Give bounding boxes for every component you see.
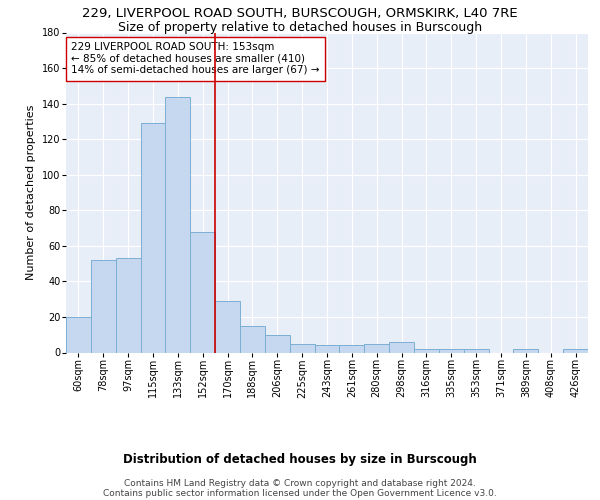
Bar [240, 326, 265, 352]
Bar [290, 344, 314, 352]
Bar [166, 96, 190, 352]
Bar [439, 349, 464, 352]
Bar [389, 342, 414, 352]
Text: 229 LIVERPOOL ROAD SOUTH: 153sqm
← 85% of detached houses are smaller (410)
14% : 229 LIVERPOOL ROAD SOUTH: 153sqm ← 85% o… [71, 42, 320, 76]
Bar [514, 349, 538, 352]
Text: 229, LIVERPOOL ROAD SOUTH, BURSCOUGH, ORMSKIRK, L40 7RE: 229, LIVERPOOL ROAD SOUTH, BURSCOUGH, OR… [82, 8, 518, 20]
Bar [464, 349, 488, 352]
Bar [215, 301, 240, 352]
Text: Contains HM Land Registry data © Crown copyright and database right 2024.
Contai: Contains HM Land Registry data © Crown c… [103, 479, 497, 498]
Bar [140, 123, 166, 352]
Bar [364, 344, 389, 352]
Bar [66, 317, 91, 352]
Y-axis label: Number of detached properties: Number of detached properties [26, 105, 37, 280]
Bar [265, 334, 290, 352]
Bar [91, 260, 116, 352]
Text: Distribution of detached houses by size in Burscough: Distribution of detached houses by size … [123, 452, 477, 466]
Bar [563, 349, 588, 352]
Bar [414, 349, 439, 352]
Text: Size of property relative to detached houses in Burscough: Size of property relative to detached ho… [118, 21, 482, 34]
Bar [116, 258, 140, 352]
Bar [340, 346, 364, 352]
Bar [314, 346, 340, 352]
Bar [190, 232, 215, 352]
